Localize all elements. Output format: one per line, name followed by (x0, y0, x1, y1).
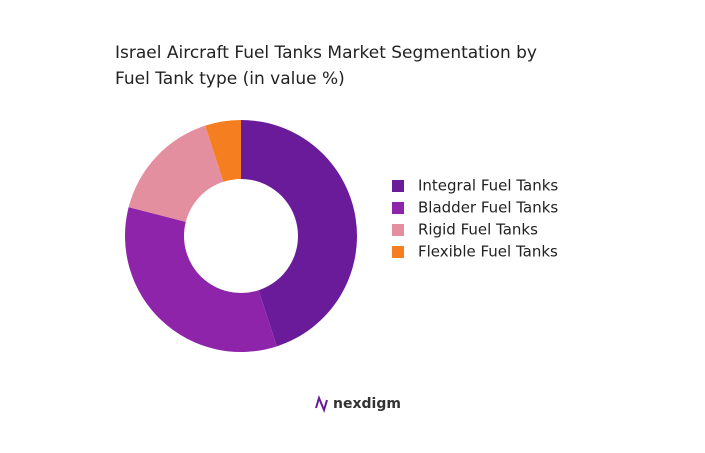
legend-label: Flexible Fuel Tanks (418, 243, 558, 261)
logo-icon (315, 395, 328, 413)
legend-label: Bladder Fuel Tanks (418, 199, 558, 217)
legend-label: Integral Fuel Tanks (418, 177, 558, 195)
legend-swatch (392, 224, 404, 236)
legend-swatch (392, 180, 404, 192)
donut-slice (241, 120, 358, 347)
donut-slice (128, 125, 224, 222)
legend-swatch (392, 246, 404, 258)
chart-title: Israel Aircraft Fuel Tanks Market Segmen… (115, 43, 537, 89)
donut-slice (124, 207, 277, 352)
legend-label: Rigid Fuel Tanks (418, 221, 538, 239)
donut-slice (205, 120, 241, 182)
legend-swatch (392, 202, 404, 214)
brand: nexdigm (333, 396, 401, 412)
